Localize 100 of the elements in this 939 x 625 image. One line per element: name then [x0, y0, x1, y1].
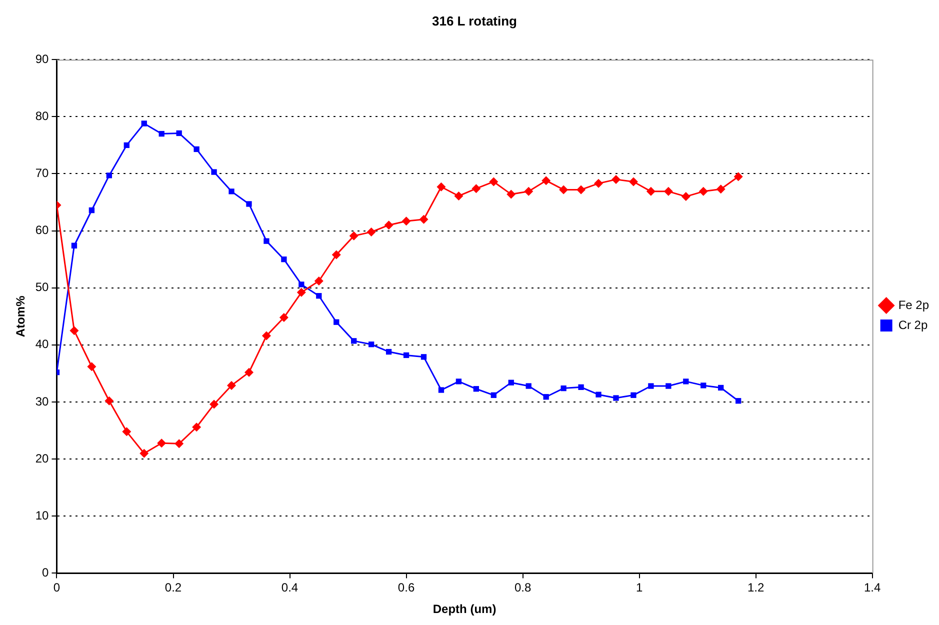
point — [281, 256, 287, 262]
point — [88, 207, 95, 214]
point — [613, 395, 619, 401]
point — [438, 387, 444, 393]
point — [490, 392, 496, 398]
point — [456, 378, 462, 384]
point — [264, 238, 270, 244]
y-tick-label: 10 — [35, 508, 50, 522]
point — [71, 242, 78, 248]
y-tick-label: 90 — [35, 52, 50, 66]
point — [578, 384, 584, 390]
point — [716, 184, 726, 194]
point — [736, 398, 742, 404]
x-tick-label: 0.6 — [398, 580, 415, 595]
point — [666, 383, 672, 389]
point — [506, 190, 516, 199]
x-tick-label: 1.4 — [864, 580, 881, 595]
point — [419, 214, 428, 224]
point — [543, 394, 549, 400]
point — [334, 319, 340, 325]
point — [314, 276, 324, 286]
y-tick-label: 70 — [35, 166, 50, 180]
x-tick-label: 0.2 — [164, 580, 182, 595]
y-tick-label: 80 — [35, 108, 50, 123]
point — [473, 386, 480, 392]
point — [174, 439, 184, 448]
point — [296, 288, 306, 297]
point — [87, 362, 96, 372]
point — [211, 169, 217, 175]
y-tick-label: 40 — [35, 337, 50, 352]
x-axis-title: Depth (um) — [432, 602, 496, 616]
point — [559, 185, 568, 194]
x-tick-label: 1.2 — [747, 580, 764, 595]
point — [646, 186, 656, 196]
point — [718, 384, 724, 391]
point — [594, 178, 604, 188]
point — [576, 185, 586, 194]
point — [489, 177, 498, 186]
point — [176, 130, 182, 136]
point — [508, 380, 514, 386]
legend-label: Fe 2p — [898, 298, 930, 312]
point — [194, 146, 200, 152]
point — [141, 120, 147, 126]
point — [332, 250, 341, 260]
y-tick-label: 0 — [42, 566, 50, 580]
point — [279, 313, 288, 322]
point — [664, 186, 673, 196]
y-tick-label: 60 — [35, 223, 50, 238]
point — [246, 201, 252, 207]
point — [368, 342, 374, 348]
point — [436, 182, 446, 192]
point — [228, 188, 234, 194]
point — [596, 392, 602, 398]
y-axis-title: Atom% — [14, 295, 28, 338]
point — [157, 438, 166, 448]
point — [630, 392, 636, 398]
point — [526, 383, 532, 389]
point — [611, 174, 620, 184]
point — [244, 368, 254, 377]
point — [524, 186, 534, 196]
y-tick-label: 50 — [35, 280, 50, 294]
point — [316, 293, 322, 299]
point — [648, 383, 654, 389]
point — [140, 448, 149, 458]
point — [472, 184, 481, 194]
point — [366, 227, 376, 236]
point — [158, 130, 164, 137]
point — [104, 396, 114, 406]
point — [386, 348, 392, 355]
point — [298, 282, 304, 288]
x-tick-label: 0.4 — [281, 580, 298, 595]
point — [227, 380, 236, 390]
point — [351, 338, 357, 344]
point — [192, 422, 202, 432]
point — [106, 172, 112, 178]
point — [122, 427, 132, 436]
point — [542, 176, 551, 186]
point — [454, 191, 464, 200]
chart-title: 316 L rotating — [432, 13, 518, 28]
point — [628, 177, 638, 186]
x-tick-label: 0.8 — [514, 580, 532, 595]
point — [124, 142, 130, 148]
point — [349, 231, 358, 240]
legend-label: Cr 2p — [898, 318, 928, 332]
point — [402, 216, 411, 226]
point — [560, 385, 566, 392]
y-tick-label: 20 — [35, 451, 50, 466]
point — [420, 354, 427, 360]
y-tick-label: 30 — [35, 394, 50, 408]
point — [698, 186, 708, 196]
point — [700, 382, 706, 388]
point — [384, 220, 394, 230]
point — [262, 331, 271, 340]
point — [403, 352, 410, 358]
point — [681, 192, 690, 202]
x-tick-label: 0 — [53, 580, 60, 595]
point — [734, 172, 743, 182]
x-tick-label: 1 — [636, 580, 643, 595]
point — [683, 378, 689, 384]
point — [210, 400, 219, 409]
